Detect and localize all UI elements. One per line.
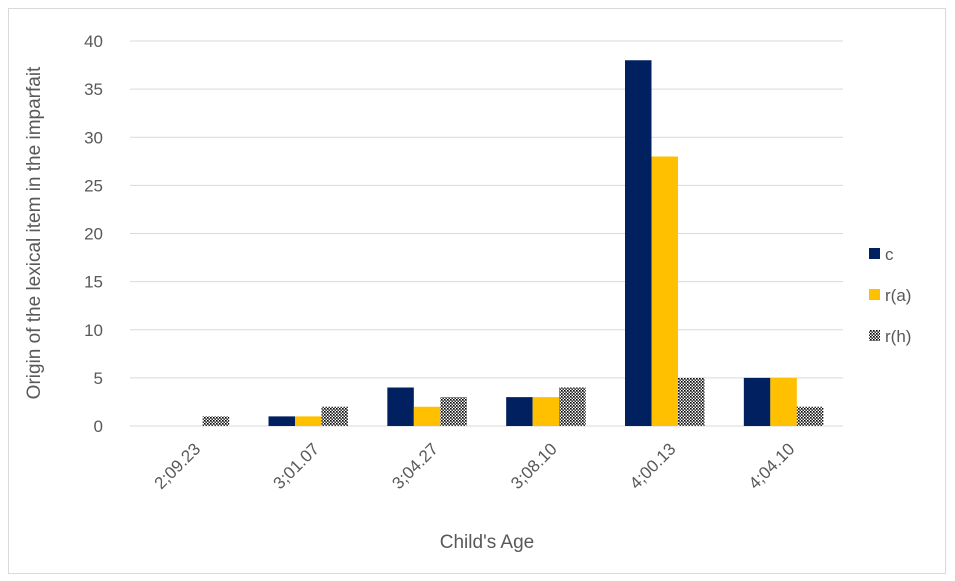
- bar-rh-40013: [678, 377, 705, 427]
- y-tick-label: 15: [84, 273, 103, 292]
- bar-rh-40410: [796, 406, 824, 426]
- bar-ra-40013: [651, 156, 678, 426]
- bar-rh-30427: [440, 397, 467, 427]
- chart-frame: [8, 8, 946, 574]
- bar-c-40410: [743, 377, 771, 427]
- legend-label: r(h): [885, 327, 911, 346]
- x-tick-label: 2;09.23: [151, 439, 205, 493]
- x-tick-label: 4;04.10: [745, 439, 799, 493]
- x-axis-title: Child's Age: [440, 532, 534, 553]
- bar-ra-40410: [770, 377, 797, 427]
- bar-c-30427: [387, 387, 414, 426]
- legend-swatch-rh: [869, 330, 880, 341]
- y-tick-label: 10: [84, 321, 103, 340]
- bars: [202, 60, 824, 427]
- x-tick-label: 3;04.27: [388, 439, 442, 493]
- legend-label: r(a): [885, 286, 911, 305]
- x-tick-label: 4;00.13: [626, 439, 680, 493]
- bar-c-30107: [268, 416, 295, 427]
- bar-ra-30427: [413, 406, 441, 426]
- legend: c r(a) r(h): [869, 245, 911, 346]
- y-tick-label: 35: [84, 80, 103, 99]
- x-tick-label: 3;08.10: [507, 439, 561, 493]
- bar-rh-30107: [321, 406, 348, 426]
- y-tick-label: 30: [84, 128, 103, 147]
- bar-c-30810: [506, 397, 533, 427]
- bar-c-40013: [625, 60, 652, 426]
- y-tick-label: 0: [94, 417, 103, 436]
- y-tick-label: 40: [84, 32, 103, 51]
- legend-swatch-ra: [869, 289, 880, 300]
- legend-swatch-c: [869, 248, 880, 259]
- y-tick-label: 25: [84, 176, 103, 195]
- bar-rh-30810: [559, 387, 586, 426]
- x-tick-label: 3;01.07: [270, 439, 324, 493]
- y-tick-label: 20: [84, 225, 103, 244]
- gridlines: [130, 40, 843, 427]
- y-tick-label: 5: [94, 369, 103, 388]
- bar-rh-20923: [202, 416, 230, 427]
- bar-ra-30107: [295, 416, 322, 427]
- legend-label: c: [885, 245, 894, 264]
- bar-ra-30810: [532, 397, 560, 427]
- y-axis-title: Origin of the lexical item in the imparf…: [24, 66, 45, 399]
